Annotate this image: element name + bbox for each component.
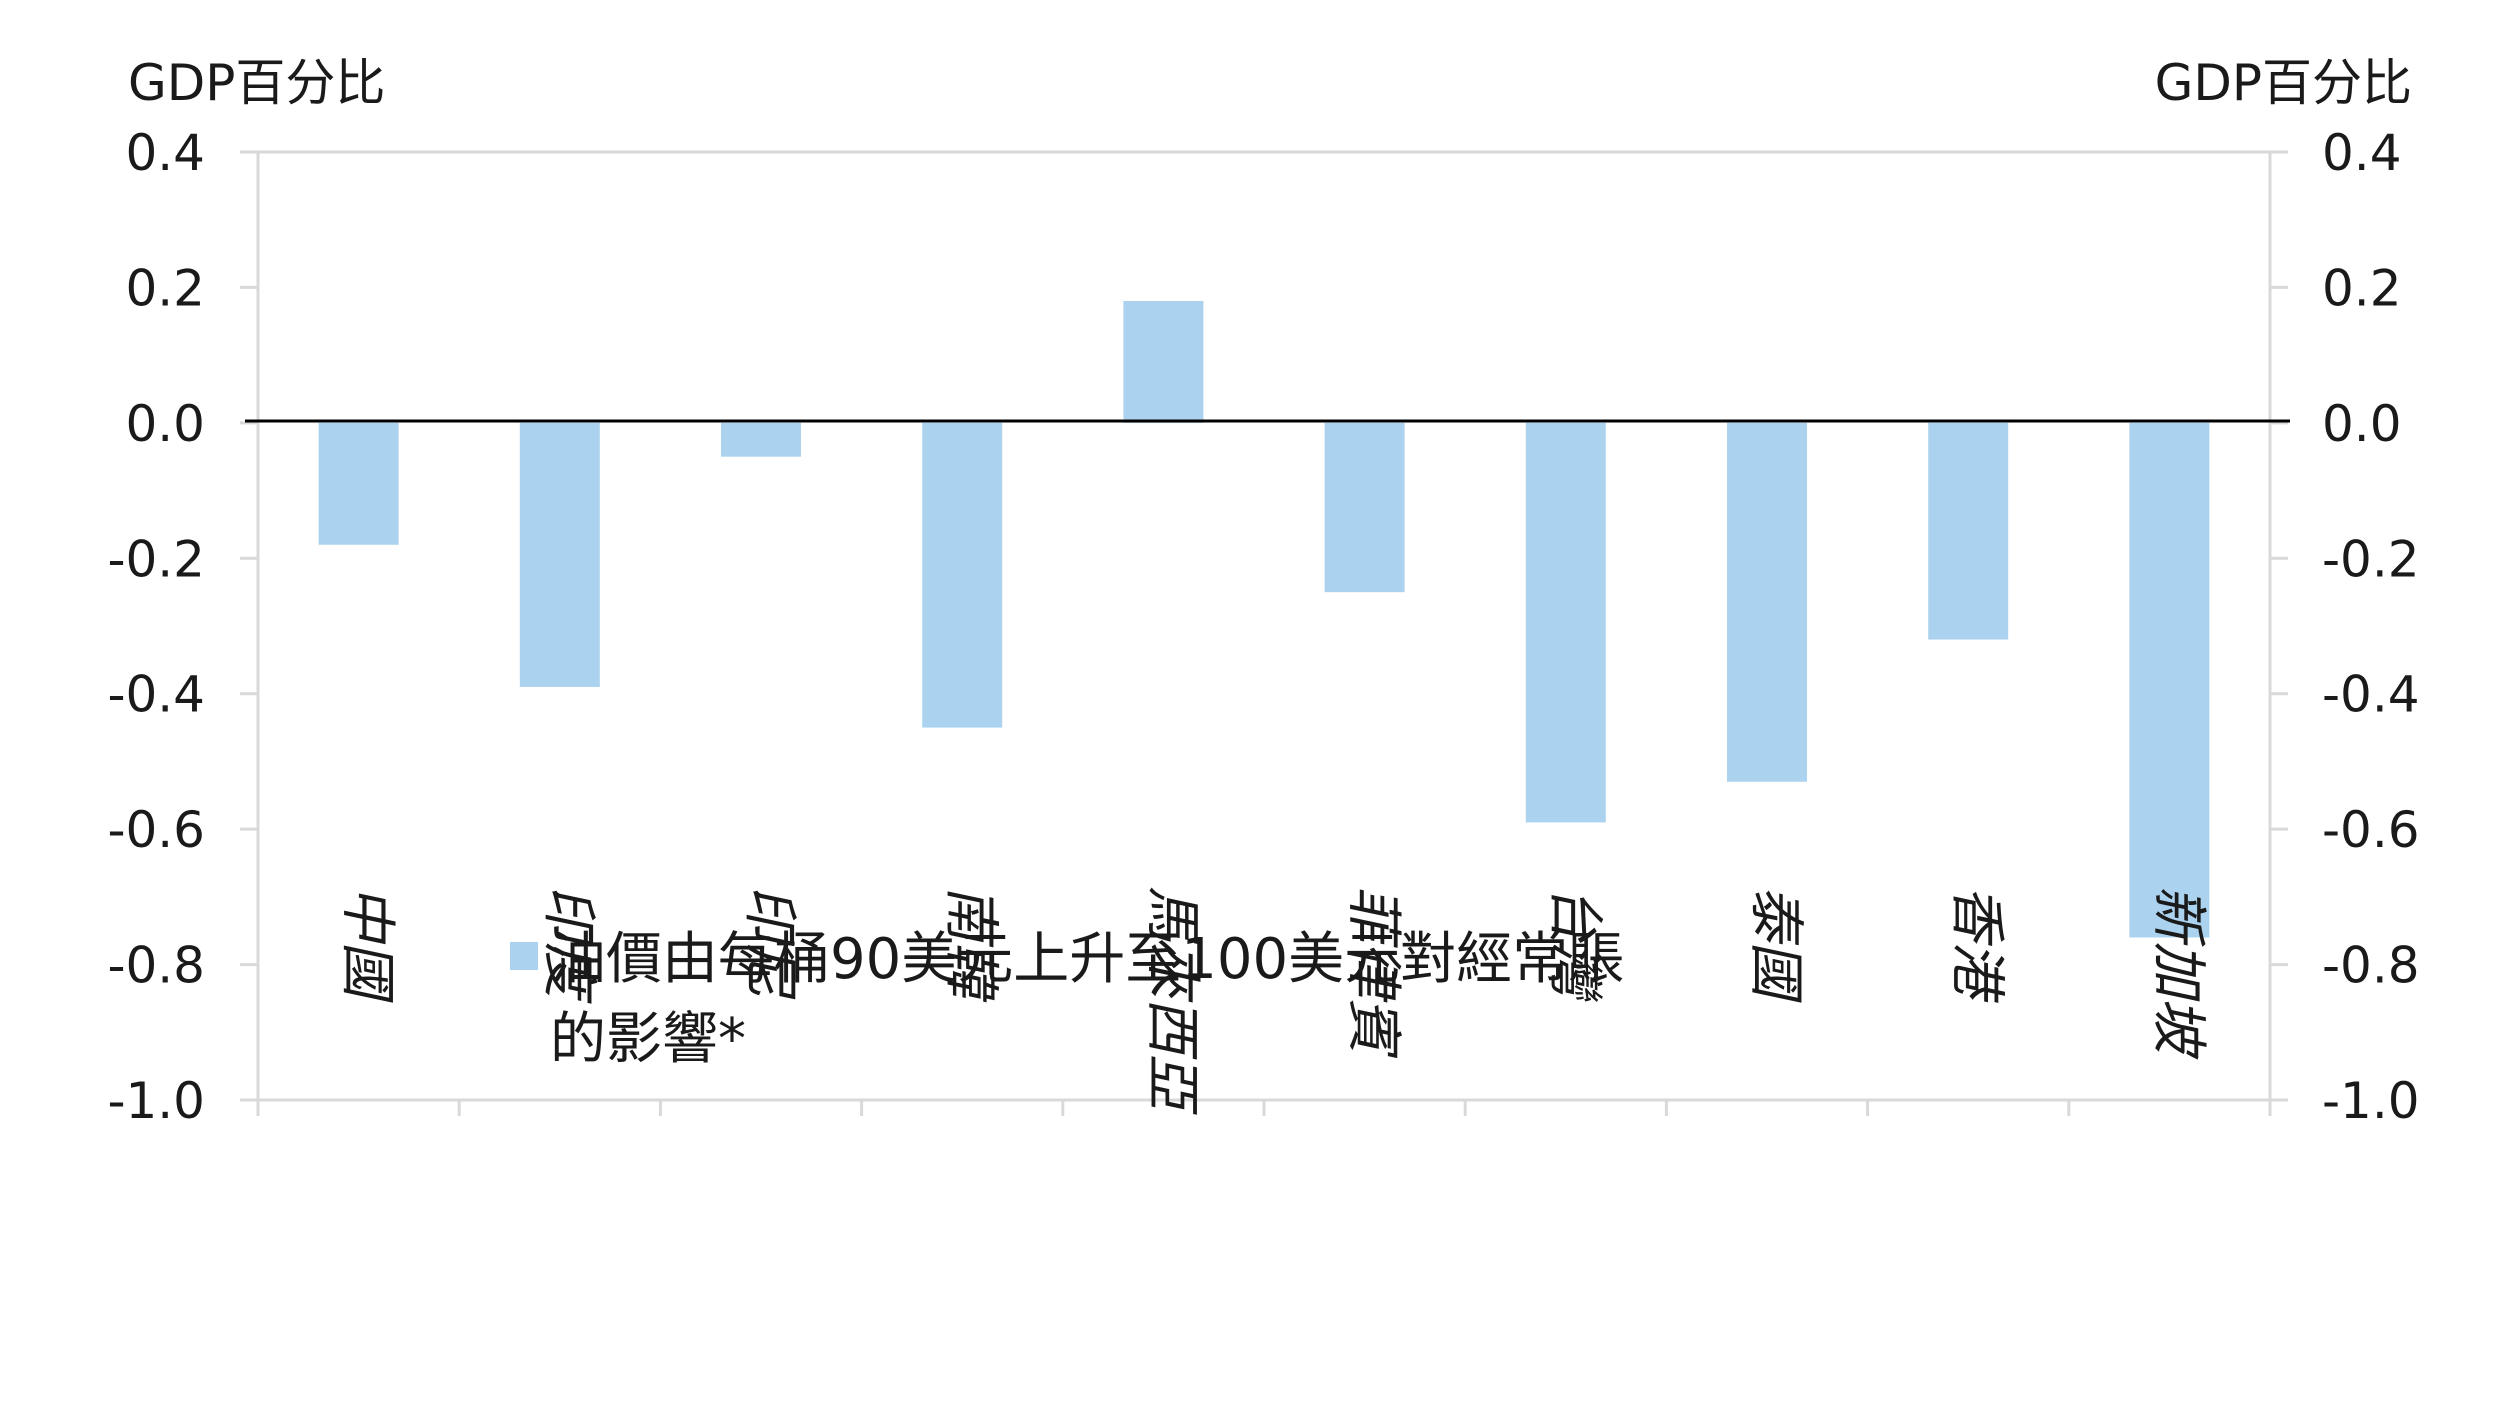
right-tick-label: -0.8: [2322, 937, 2420, 995]
category-label: 印度: [536, 883, 601, 1009]
right-tick-label: -0.4: [2322, 666, 2420, 724]
left-tick-label: -0.2: [107, 530, 205, 588]
bar-菲律賓: [1324, 422, 1405, 593]
left-tick-label: -0.6: [107, 801, 205, 859]
right-tick-label: 0.0: [2322, 395, 2402, 453]
left-tick-label: -0.8: [107, 937, 205, 995]
right-tick-label: -0.2: [2322, 530, 2420, 588]
category-label: 香港: [1944, 883, 2009, 1009]
category-label: 印尼: [737, 883, 802, 1009]
bar-馬來西亞: [1123, 300, 1204, 423]
right-axis-label: GDP百分比: [2155, 54, 2412, 112]
right-tick-label: 0.4: [2322, 124, 2402, 182]
left-axis-label: GDP百分比: [128, 54, 385, 112]
category-label: 泰國: [1743, 883, 1808, 1009]
legend-label-line2: 的影響*: [550, 1007, 746, 1072]
category-label: 中國: [335, 883, 400, 1009]
bar-香港: [1928, 422, 2009, 640]
bar-新加坡: [2129, 422, 2210, 938]
category-label: 台灣: [1542, 883, 1607, 1009]
left-tick-label: 0.4: [125, 124, 205, 182]
legend-label-line1: 油價由每桶90美元上升至100美元對經常賬: [550, 927, 1624, 992]
bar-台灣: [1525, 422, 1606, 823]
left-tick-label: 0.0: [125, 395, 205, 453]
category-label: 馬來西亞: [1140, 883, 1205, 1121]
bar-泰國: [1727, 422, 1807, 782]
left-tick-label: -0.4: [107, 666, 205, 724]
right-tick-label: 0.2: [2322, 259, 2402, 317]
right-tick-label: -1.0: [2322, 1072, 2420, 1130]
bar-中國: [318, 422, 399, 545]
bar-南韓: [922, 422, 1003, 728]
category-label: 南韓: [938, 883, 1003, 1009]
right-tick-label: -0.6: [2322, 801, 2420, 859]
bar-印度: [519, 422, 600, 687]
left-tick-label: -1.0: [107, 1072, 205, 1130]
left-tick-label: 0.2: [125, 259, 205, 317]
category-label: 菲律賓: [1341, 883, 1406, 1065]
bar-印尼: [721, 422, 801, 457]
category-label: 新加坡: [2146, 883, 2211, 1065]
legend-swatch: [510, 942, 538, 970]
